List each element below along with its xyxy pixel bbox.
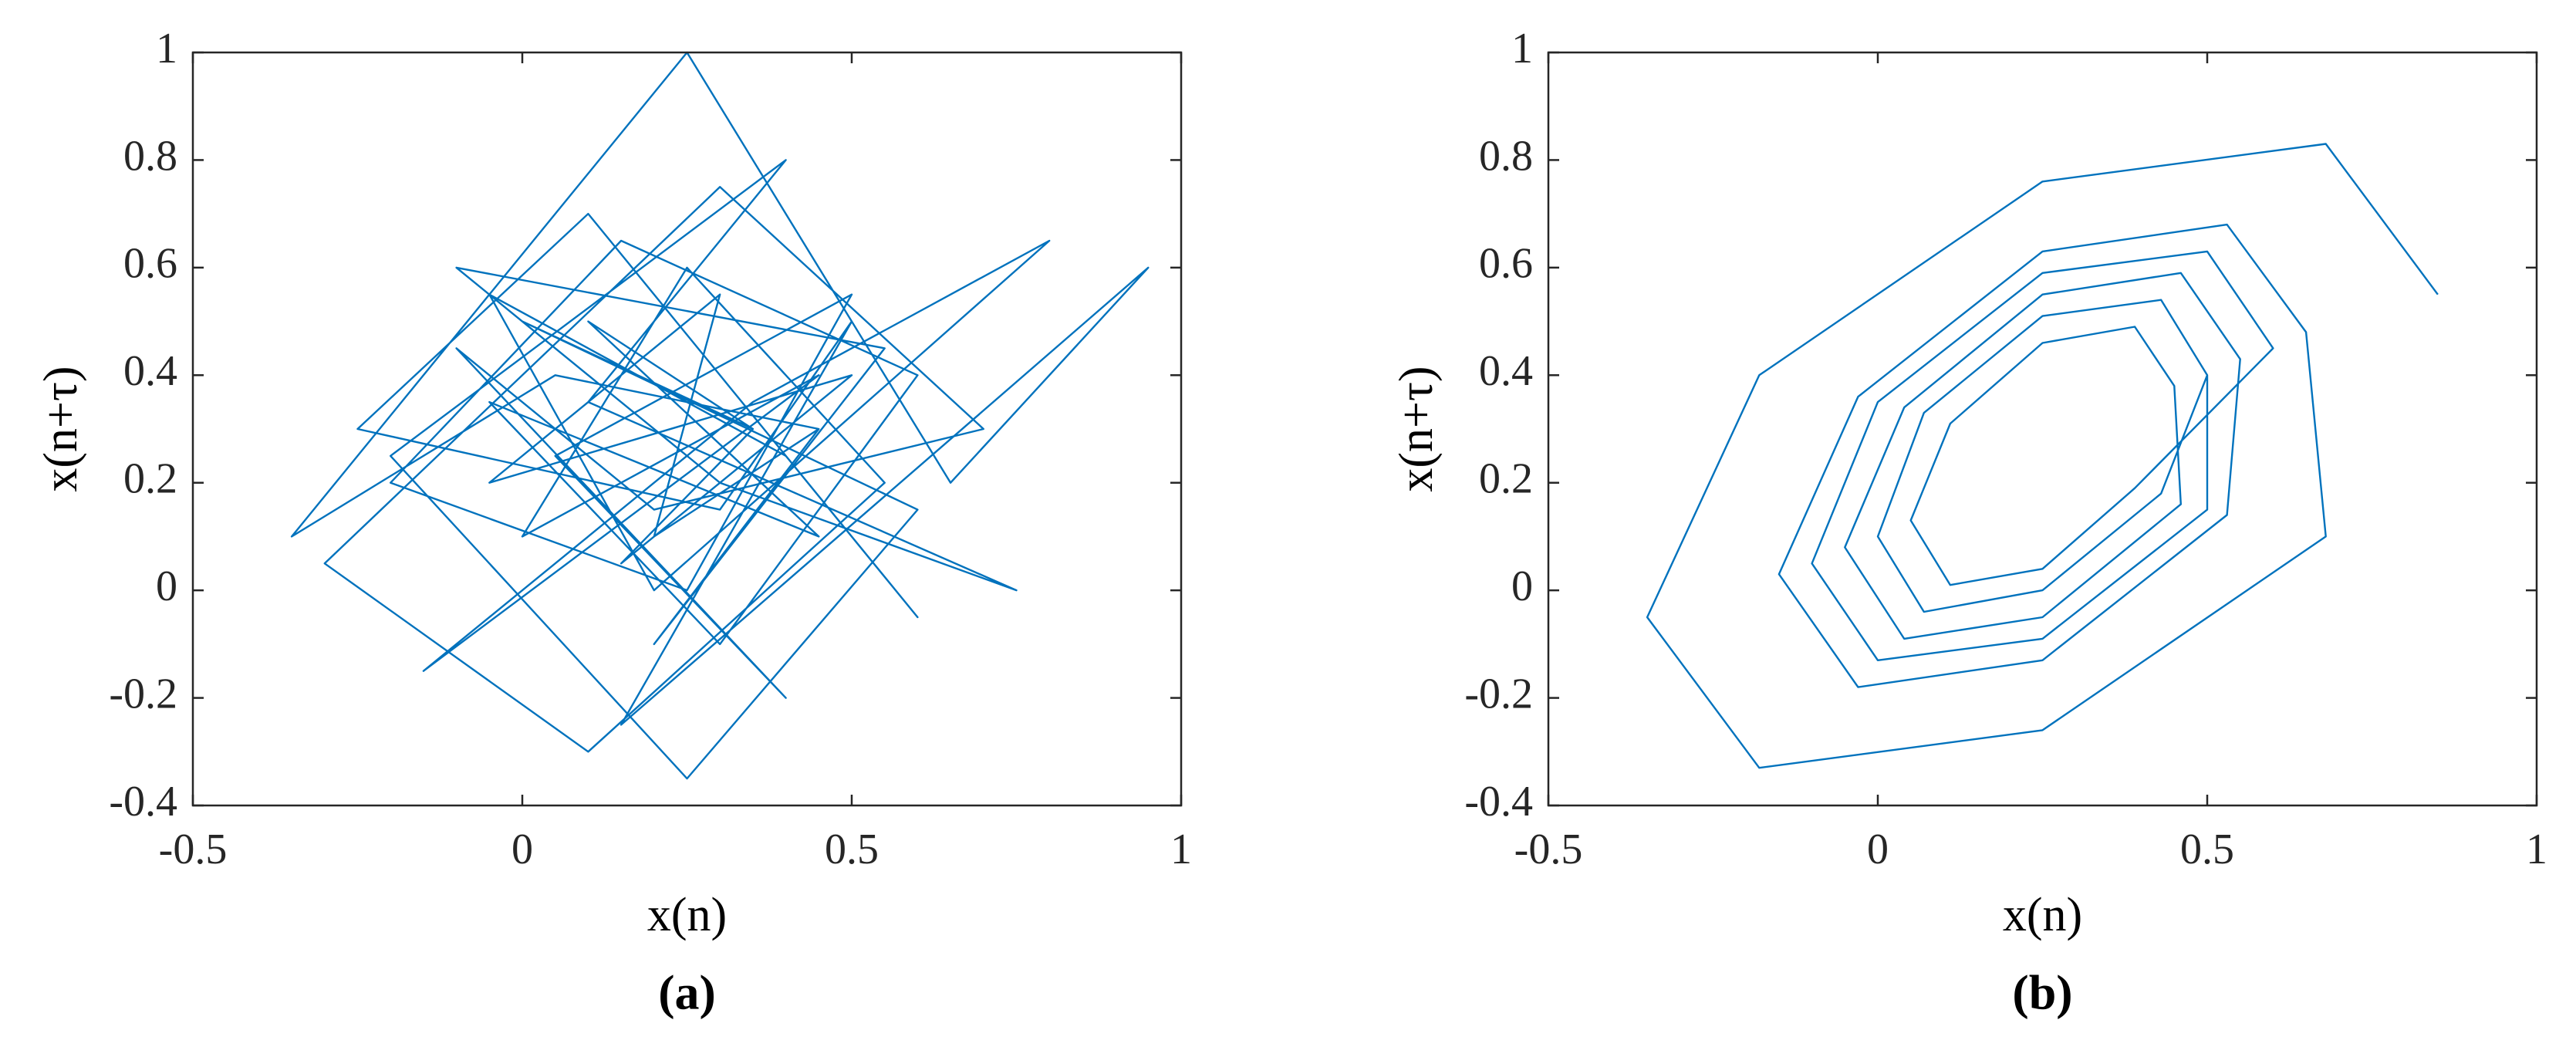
x-tick-label: 1 — [2526, 826, 2547, 873]
y-tick-label: -0.2 — [109, 670, 177, 718]
y-tick-label: -0.4 — [109, 778, 177, 826]
axes-box — [1547, 51, 2538, 807]
trajectory-line — [1646, 143, 2439, 769]
y-tick-label: 0.4 — [1479, 347, 1533, 395]
y-tick-label: 0.2 — [123, 455, 177, 503]
panel-label: (b) — [2012, 965, 2072, 1020]
trajectory-line — [290, 51, 1150, 780]
y-tick-label: 0.2 — [1479, 455, 1533, 503]
x-axis-label: x(n) — [647, 889, 727, 941]
x-tick-label: 0 — [1867, 826, 1889, 873]
x-tick-label: 0.5 — [825, 826, 879, 873]
x-tick-label: -0.5 — [159, 826, 228, 873]
panel-label: (a) — [658, 965, 716, 1020]
axes-box — [191, 51, 1183, 807]
x-axis-label: x(n) — [2003, 889, 2082, 941]
y-tick-label: 1 — [156, 25, 177, 73]
y-tick-label: 0.6 — [123, 240, 177, 288]
x-tick-label: 0.5 — [2180, 826, 2234, 873]
y-tick-label: 0.8 — [1479, 132, 1533, 180]
y-tick-label: 1 — [1511, 25, 1533, 73]
y-tick-label: 0.8 — [123, 132, 177, 180]
y-tick-label: 0.4 — [123, 347, 177, 395]
y-tick-label: 0 — [1511, 562, 1533, 610]
y-tick-label: -0.4 — [1464, 778, 1533, 826]
x-tick-label: 0 — [511, 826, 533, 873]
y-tick-label: -0.2 — [1464, 670, 1533, 718]
x-tick-label: 1 — [1170, 826, 1192, 873]
y-axis-label: x(n+τ) — [35, 366, 87, 491]
y-axis-label: x(n+τ) — [1390, 366, 1443, 491]
y-tick-label: 0 — [156, 562, 177, 610]
x-tick-label: -0.5 — [1514, 826, 1583, 873]
y-tick-label: 0.6 — [1479, 240, 1533, 288]
